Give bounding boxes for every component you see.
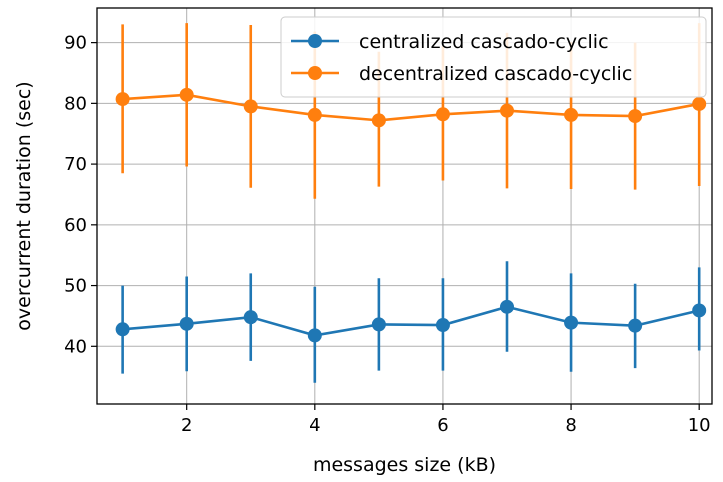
data-point	[435, 318, 450, 333]
y-tick-label: 70	[64, 154, 87, 175]
data-point	[628, 318, 643, 333]
data-point	[115, 92, 130, 107]
plot-frame	[96, 7, 713, 405]
data-point	[243, 310, 258, 325]
data-point	[500, 299, 514, 314]
x-tick-label: 2	[181, 415, 192, 436]
data-point	[371, 113, 386, 128]
y-tick-label: 60	[64, 215, 87, 236]
y-tick-label: 50	[64, 276, 87, 297]
axis-ticks: 2 4 6 8 10 40 50 60 70 80 90	[64, 33, 711, 436]
x-axis-label: messages size (kB)	[313, 454, 496, 476]
series-line	[122, 93, 700, 122]
legend-marker	[308, 66, 322, 80]
data-point	[307, 328, 322, 343]
y-tick-label: 40	[64, 336, 87, 357]
legend-box	[280, 16, 707, 98]
x-tick-label: 6	[437, 415, 448, 436]
data-point	[371, 317, 386, 332]
x-tick-label: 10	[688, 415, 711, 436]
data-point	[564, 107, 579, 122]
x-tick-label: 4	[309, 415, 320, 436]
legend-marker	[308, 34, 322, 48]
data-point	[435, 107, 450, 122]
data-point	[692, 303, 707, 318]
data-point	[564, 315, 579, 330]
series-line	[122, 305, 700, 337]
data-point	[179, 87, 194, 102]
y-tick-label: 80	[64, 93, 87, 114]
data-point	[307, 107, 322, 122]
legend-label: centralized cascado-cyclic	[359, 31, 609, 53]
data-point	[115, 322, 130, 337]
x-tick-label: 8	[565, 415, 576, 436]
data-point	[628, 109, 643, 124]
data-point	[243, 99, 258, 114]
y-axis-label: overcurrent duration (sec)	[13, 81, 35, 330]
legend-label: decentralized cascado-cyclic	[359, 63, 632, 85]
y-tick-label: 90	[64, 33, 87, 54]
legend: centralized cascado-cyclic decentralized …	[280, 16, 707, 98]
data-point	[692, 96, 707, 111]
data-point	[179, 316, 194, 331]
series-1	[115, 261, 707, 383]
data-point	[500, 103, 514, 118]
